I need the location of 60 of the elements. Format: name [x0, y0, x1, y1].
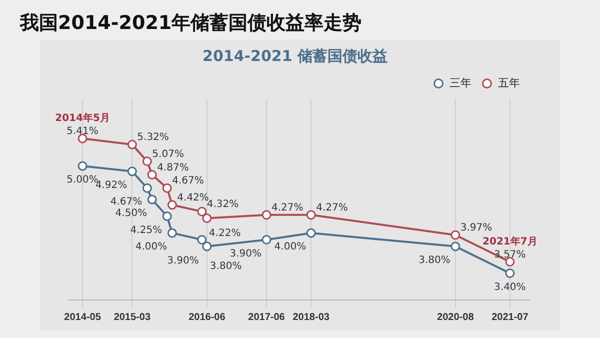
- point: [162, 212, 172, 221]
- legend-label: 三年: [450, 78, 472, 90]
- point: [162, 183, 172, 193]
- x-tick-label: 2014-05: [64, 312, 102, 323]
- chart-subtitle: 2014-2021 储蓄国债收益: [202, 46, 388, 65]
- x-tick-label: 2021-07: [492, 312, 529, 323]
- x-tick-label: 2015-03: [114, 312, 151, 323]
- data-label: 4.32%: [206, 199, 239, 210]
- x-tick-label: 2018-03: [292, 312, 330, 323]
- legend-label: 五年: [498, 78, 520, 90]
- data-label: 4.67%: [110, 196, 142, 208]
- data-label: 3.80%: [210, 260, 242, 272]
- point: [147, 194, 157, 204]
- data-label: 4.50%: [115, 208, 148, 220]
- point: [142, 156, 152, 166]
- annotation: 2014年5月: [55, 112, 110, 124]
- x-tick-label: 2016-06: [188, 312, 226, 323]
- data-label: 3.40%: [494, 282, 526, 293]
- point: [450, 230, 460, 240]
- data-label: 3.90%: [230, 248, 262, 260]
- data-label: 3.97%: [460, 222, 492, 234]
- data-label: 4.00%: [274, 242, 306, 253]
- point: [167, 228, 177, 238]
- point: [127, 140, 137, 150]
- data-label: 3.57%: [494, 249, 526, 260]
- data-label: 5.07%: [152, 148, 184, 160]
- data-label: 4.42%: [177, 192, 209, 204]
- point: [505, 268, 515, 278]
- data-label: 4.87%: [157, 162, 189, 174]
- data-label: 4.67%: [172, 176, 204, 187]
- x-tick-label: 2020-08: [437, 312, 474, 323]
- point: [450, 242, 460, 252]
- point: [78, 161, 88, 171]
- point: [197, 206, 207, 216]
- data-label: 5.32%: [137, 132, 169, 144]
- data-label: 3.90%: [167, 255, 199, 266]
- data-label: 4.00%: [135, 242, 168, 253]
- point: [197, 234, 207, 244]
- point: [306, 210, 316, 220]
- data-label: 4.27%: [272, 202, 304, 214]
- point: [78, 134, 88, 144]
- point: [202, 214, 212, 224]
- data-label: 3.80%: [418, 254, 450, 266]
- point: [167, 200, 177, 210]
- point: [127, 166, 137, 176]
- data-label: 4.92%: [95, 180, 128, 191]
- point: [147, 170, 157, 180]
- data-label: 4.27%: [316, 202, 348, 214]
- point: [142, 183, 152, 193]
- x-tick-label: 2017-06: [248, 312, 286, 323]
- point: [262, 234, 272, 244]
- point: [262, 210, 272, 220]
- data-label: 4.25%: [130, 224, 162, 236]
- chart-title: 我国2014-2021年储蓄国债收益率走势: [18, 11, 363, 36]
- point: [505, 257, 515, 267]
- point: [306, 228, 316, 238]
- data-label: 4.22%: [208, 228, 241, 239]
- point: [202, 242, 212, 252]
- data-label: 5.41%: [66, 126, 98, 138]
- annotation: 2021年7月: [482, 235, 538, 248]
